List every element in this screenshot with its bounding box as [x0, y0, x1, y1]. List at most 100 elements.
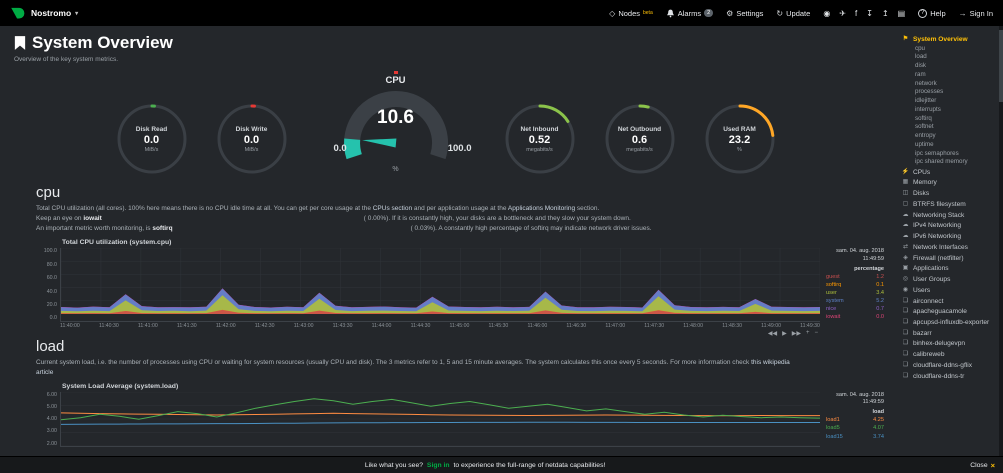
- sidebar-item-label: BTRFS filesystem: [913, 200, 966, 208]
- page-scrollbar[interactable]: [999, 26, 1003, 456]
- x-axis-tick: 11:41:30: [176, 322, 197, 329]
- sidebar-item-disk[interactable]: disk: [901, 62, 997, 70]
- cpu-desc-text: ( 0.00%). If it is constantly high, your…: [363, 215, 631, 223]
- iowait-term: iowait: [83, 215, 102, 223]
- sidebar-item-bazarr[interactable]: ❑ bazarr: [901, 330, 997, 338]
- gauge-value: 0.6: [631, 133, 648, 146]
- sidebar-item-cloudflare-ddns-gflix[interactable]: ❑ cloudflare-ddns-gflix: [901, 362, 997, 370]
- sidebar-item-disks[interactable]: ◫ Disks: [901, 190, 997, 198]
- banner-signin-link[interactable]: Sign in: [426, 461, 450, 469]
- applications-monitoring-link[interactable]: Applications Monitoring: [507, 205, 576, 212]
- sidebar-item-label: disk: [915, 62, 927, 70]
- sidebar-item-airconnect[interactable]: ❑ airconnect: [901, 298, 997, 306]
- cpus-section-link[interactable]: CPUs section: [372, 205, 413, 212]
- sidebar-item-label: Applications: [913, 265, 949, 273]
- legend-item-load5[interactable]: load5 4.07: [826, 424, 884, 432]
- close-banner-button[interactable]: Close ×: [970, 461, 1003, 470]
- pan-forward-button[interactable]: ▶▶: [791, 330, 801, 337]
- sidebar-item-applications[interactable]: ▣ Applications: [901, 265, 997, 273]
- sidebar-item-btrfs-filesystem[interactable]: ▢ BTRFS filesystem: [901, 201, 997, 209]
- cpu-gauge-value: 10.6: [377, 107, 414, 128]
- nodes-button[interactable]: ◇ Nodes beta: [609, 9, 653, 18]
- load-chart-plot[interactable]: [61, 391, 820, 446]
- legend-item-system[interactable]: system 5.2: [826, 297, 884, 305]
- load-chart-title: System Load Average (system.load): [62, 382, 179, 390]
- sidebar-item-ipv6-networking[interactable]: ☁ IPv6 Networking: [901, 233, 997, 241]
- signin-button[interactable]: → Sign In: [959, 9, 993, 18]
- github-icon[interactable]: ◉: [823, 8, 831, 18]
- import-snapshot-icon[interactable]: ↧: [866, 8, 873, 18]
- zoom-out-button[interactable]: −: [814, 329, 818, 336]
- sidebar-item-idlejitter[interactable]: idlejitter: [901, 97, 997, 105]
- sidebar-item-system-overview[interactable]: ⚑ System Overview: [901, 36, 997, 44]
- sidebar-item-ram[interactable]: ram: [901, 71, 997, 79]
- sidebar-item-uptime[interactable]: uptime: [901, 141, 997, 149]
- sidebar-item-cloudflare-ddns-tr[interactable]: ❑ cloudflare-ddns-tr: [901, 373, 997, 381]
- sidebar-item-network-interfaces[interactable]: ⇄ Network Interfaces: [901, 244, 997, 252]
- sidebar-item-memory[interactable]: ▦ Memory: [901, 179, 997, 187]
- sidebar-item-network[interactable]: network: [901, 80, 997, 88]
- cpu-description-line2: Keep an eye on iowait ( 0.00%). If it is …: [36, 214, 801, 224]
- gauge-value: 0.0: [243, 133, 260, 146]
- x-axis-tick: 11:42:30: [254, 322, 275, 329]
- sidebar-item-softnet[interactable]: softnet: [901, 123, 997, 131]
- legend-item-iowait[interactable]: iowait 0.0: [826, 313, 884, 321]
- legend-item-user[interactable]: user 3.4: [826, 289, 884, 297]
- gauge-unit: megabits/s: [526, 146, 553, 153]
- pan-backward-button[interactable]: ◀◀: [767, 330, 778, 337]
- twitter-icon[interactable]: ✈: [839, 8, 846, 18]
- banner-text-pre: Like what you see?: [364, 461, 424, 469]
- gauge-labels: Net Outbound 0.6 megabits/s: [604, 103, 676, 175]
- sidebar-item-apcupsd-influxdb-exporter[interactable]: ❑ apcupsd-influxdb-exporter: [901, 319, 997, 327]
- sidebar-item-ipv4-networking[interactable]: ☁ IPv4 Networking: [901, 222, 997, 230]
- netdata-logo[interactable]: [10, 6, 25, 21]
- sidebar-item-users[interactable]: ◉ Users: [901, 287, 997, 295]
- bolt-icon: ⚡: [901, 168, 910, 175]
- sidebar-item-apacheguacamole[interactable]: ❑ apacheguacamole: [901, 308, 997, 316]
- help-button[interactable]: ? Help: [918, 8, 946, 18]
- update-button[interactable]: ↻ Update: [776, 9, 810, 18]
- sidebar-item-ipc-shared-memory[interactable]: ipc shared memory: [901, 158, 997, 166]
- sidebar-item-ipc-semaphores[interactable]: ipc semaphores: [901, 150, 997, 158]
- print-icon[interactable]: ▤: [897, 8, 906, 18]
- gauge-net-inbound[interactable]: Net Inbound 0.52 megabits/s: [504, 103, 576, 175]
- facebook-icon[interactable]: f: [855, 8, 858, 18]
- zoom-in-button[interactable]: +: [805, 329, 810, 336]
- legend-dimension-value: 0.7: [876, 306, 884, 313]
- sidebar-item-calibreweb[interactable]: ❑ calibreweb: [901, 351, 997, 359]
- gauge-disk-write[interactable]: Disk Write 0.0 MiB/s: [216, 103, 288, 175]
- sidebar-item-entropy[interactable]: entropy: [901, 132, 997, 140]
- alarms-button[interactable]: Alarms 2: [666, 9, 714, 18]
- legend-item-softirq[interactable]: softirq 0.1: [826, 281, 884, 289]
- gauge-ring: [605, 104, 674, 174]
- sidebar-item-binhex-delugevpn[interactable]: ❑ binhex-delugevpn: [901, 340, 997, 348]
- legend-dimension-value: 4.07: [873, 425, 884, 432]
- legend-item-nice[interactable]: nice 0.7: [826, 305, 884, 313]
- cpu-chart-plot[interactable]: [61, 248, 820, 315]
- sidebar-item-cpus[interactable]: ⚡ CPUs: [901, 169, 997, 177]
- wikipedia-article-link[interactable]: this wikipedia article: [36, 358, 790, 376]
- sidebar-item-cpu[interactable]: cpu: [901, 45, 997, 53]
- gauge-net-outbound[interactable]: Net Outbound 0.6 megabits/s: [604, 103, 676, 175]
- sidebar-item-interrupts[interactable]: interrupts: [901, 106, 997, 114]
- gauge-disk-read[interactable]: Disk Read 0.0 MiB/s: [116, 103, 188, 175]
- gauge-used-ram[interactable]: Used RAM 23.2%: [704, 103, 776, 175]
- sidebar-item-load[interactable]: load: [901, 53, 997, 61]
- scrollbar-thumb[interactable]: [999, 30, 1003, 102]
- export-snapshot-icon[interactable]: ↥: [881, 8, 889, 18]
- sidebar-item-networking-stack[interactable]: ☁ Networking Stack: [901, 212, 997, 220]
- legend-item-load15[interactable]: load15 3.74: [826, 433, 884, 441]
- legend-item-load1[interactable]: load1 4.25: [826, 416, 884, 424]
- sidebar-item-processes[interactable]: processes: [901, 88, 997, 96]
- sidebar-item-softirq[interactable]: softirq: [901, 115, 997, 123]
- hostname-menu[interactable]: Nostromo ▾: [31, 8, 78, 18]
- settings-button[interactable]: ⚙ Settings: [726, 9, 763, 18]
- legend-item-guest[interactable]: guest 1.2: [826, 273, 884, 281]
- legend-dimension-value: 3.4: [876, 290, 884, 297]
- cpu-gauge[interactable]: CPU 10.6 0.0 100.0 %: [310, 71, 482, 175]
- cpu-gauge-min: 0.0: [333, 143, 347, 154]
- sidebar-item-firewall-netfilter[interactable]: ◈ Firewall (netfilter): [901, 255, 997, 263]
- sidebar-item-user-groups[interactable]: ◎ User Groups: [901, 276, 997, 284]
- memory-icon: ▦: [902, 179, 909, 186]
- play-button[interactable]: ▶: [782, 330, 787, 337]
